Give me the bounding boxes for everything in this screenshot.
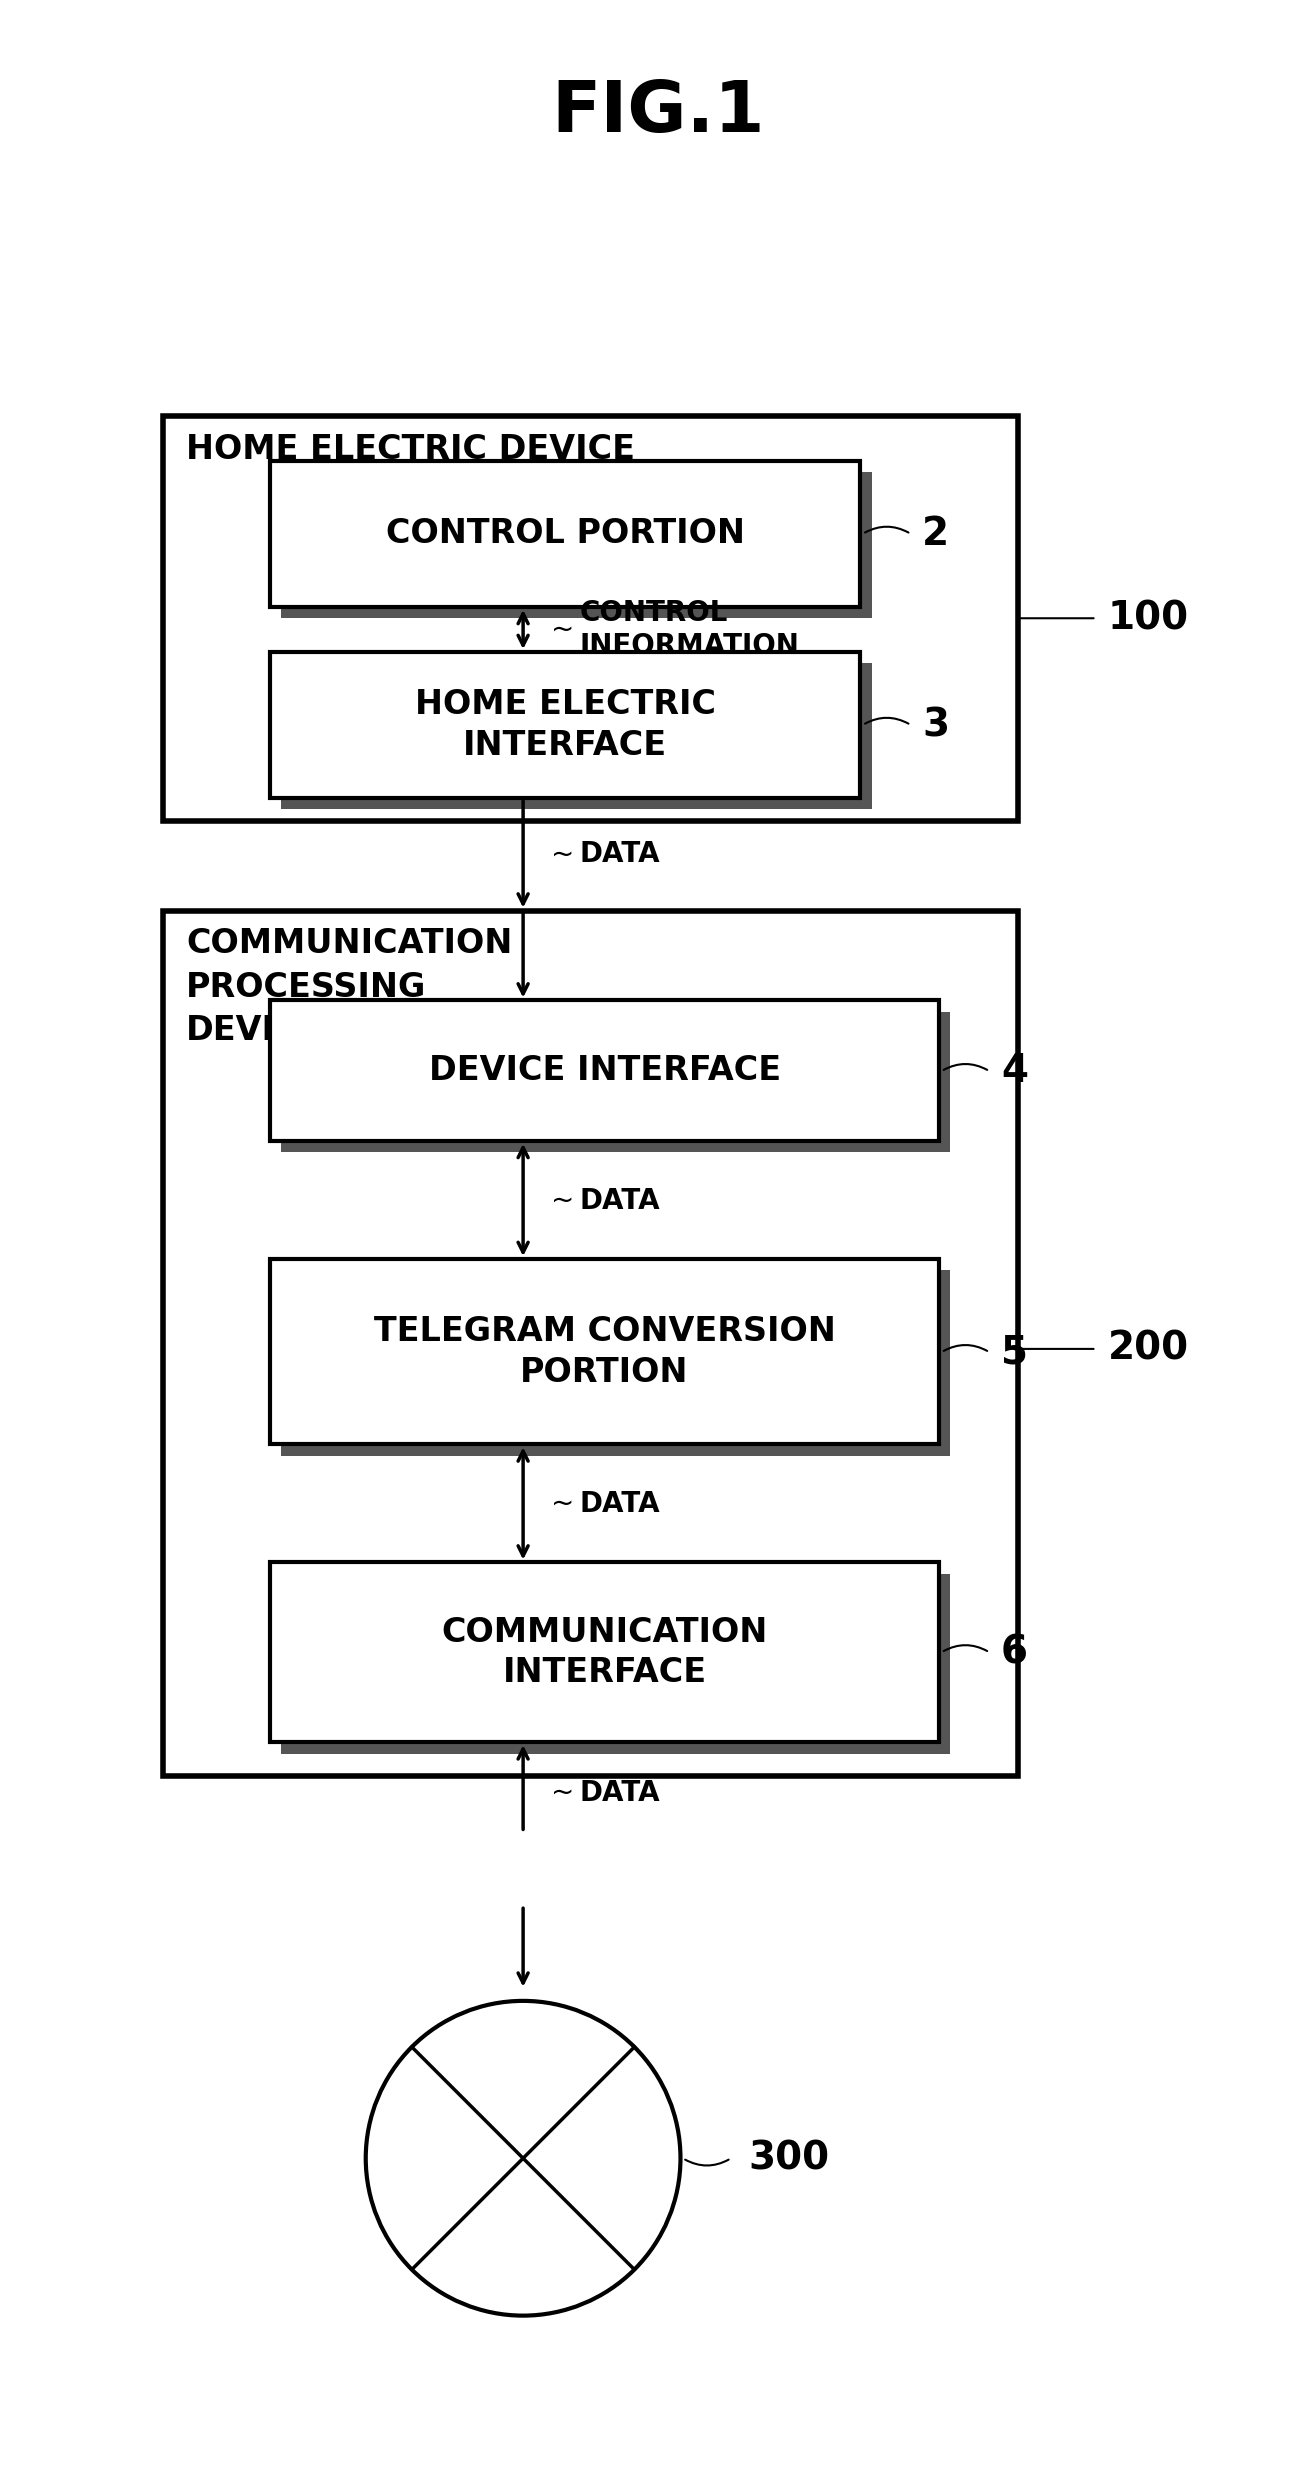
Text: COMMUNICATION
INTERFACE: COMMUNICATION INTERFACE xyxy=(441,1615,767,1689)
Text: 100: 100 xyxy=(1108,598,1188,638)
Text: ~: ~ xyxy=(551,616,575,643)
Text: ~: ~ xyxy=(551,1187,575,1214)
Text: HOME ELECTRIC DEVICE: HOME ELECTRIC DEVICE xyxy=(186,433,634,465)
Bar xyxy=(282,472,871,618)
Text: HOME ELECTRIC
INTERFACE: HOME ELECTRIC INTERFACE xyxy=(415,687,716,762)
Text: FIG.1: FIG.1 xyxy=(551,79,765,146)
Text: 200: 200 xyxy=(1108,1330,1188,1368)
Bar xyxy=(163,415,1017,821)
Text: ~: ~ xyxy=(551,841,575,868)
Bar xyxy=(270,1563,940,1743)
Text: 5: 5 xyxy=(1001,1333,1028,1373)
Bar xyxy=(282,1271,950,1457)
Bar xyxy=(163,910,1017,1776)
Text: CONTROL
INFORMATION: CONTROL INFORMATION xyxy=(579,598,799,660)
Text: 300: 300 xyxy=(747,2139,829,2176)
Bar xyxy=(282,1573,950,1753)
Text: DATA: DATA xyxy=(579,1491,659,1518)
Bar xyxy=(270,653,861,799)
Text: ~: ~ xyxy=(551,1491,575,1518)
Text: ~: ~ xyxy=(551,1778,575,1808)
Text: 2: 2 xyxy=(923,514,949,554)
Bar xyxy=(270,1002,940,1140)
Text: DATA: DATA xyxy=(579,1778,659,1808)
Text: 6: 6 xyxy=(1001,1632,1028,1672)
Text: DEVICE INTERFACE: DEVICE INTERFACE xyxy=(429,1053,780,1088)
Text: 3: 3 xyxy=(923,705,949,744)
Bar xyxy=(282,1011,950,1152)
Text: DATA: DATA xyxy=(579,841,659,868)
Text: COMMUNICATION
PROCESSING
DEVICE: COMMUNICATION PROCESSING DEVICE xyxy=(186,927,512,1046)
Text: CONTROL PORTION: CONTROL PORTION xyxy=(386,517,745,551)
Bar xyxy=(270,1259,940,1444)
Text: TELEGRAM CONVERSION
PORTION: TELEGRAM CONVERSION PORTION xyxy=(374,1316,836,1390)
Ellipse shape xyxy=(366,2001,680,2315)
Text: 4: 4 xyxy=(1001,1051,1028,1091)
Text: DATA: DATA xyxy=(579,1187,659,1214)
Bar xyxy=(270,460,861,606)
Bar xyxy=(282,663,871,809)
